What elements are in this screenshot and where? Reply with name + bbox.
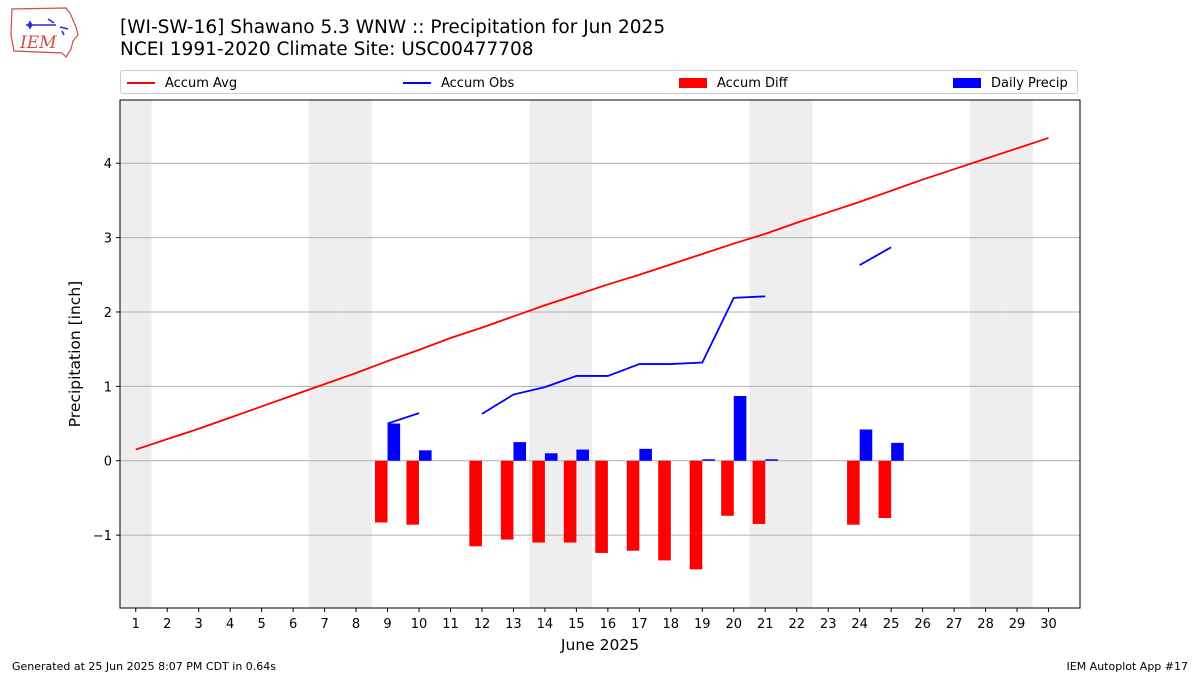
accum-diff-bar (878, 460, 892, 519)
weekend-shade (780, 100, 813, 608)
x-tick-label: 23 (820, 617, 837, 632)
x-tick-label: 12 (474, 617, 491, 632)
chart-legend: Accum Avg Accum Obs Accum Diff Daily Pre… (120, 70, 1078, 94)
daily-precip-bar (765, 459, 778, 461)
daily-precip-bar (733, 396, 747, 461)
x-tick-label: 20 (725, 617, 742, 632)
accum-avg-line (135, 137, 1049, 451)
x-tick-label: 17 (631, 617, 648, 632)
legend-item-daily-precip: Daily Precip (953, 73, 1068, 93)
legend-item-accum-diff: Accum Diff (679, 73, 788, 93)
y-tick-label: 3 (104, 232, 112, 247)
accum-diff-bar (406, 460, 420, 525)
legend-item-accum-obs: Accum Obs (403, 73, 514, 93)
x-tick-label: 16 (600, 617, 617, 632)
accum-diff-bar (595, 460, 608, 553)
generated-note: Generated at 25 Jun 2025 8:07 PM CDT in … (12, 660, 277, 673)
x-tick-label: 21 (757, 617, 774, 632)
accum-diff-bar (626, 460, 640, 551)
daily-precip-bar (891, 442, 904, 461)
legend-label-accum-diff: Accum Diff (717, 75, 788, 91)
x-tick-label: 15 (568, 617, 585, 632)
x-axis-label: June 2025 (560, 636, 639, 654)
y-axis-label: Precipitation [inch] (66, 281, 84, 427)
accum-diff-bar (500, 460, 514, 540)
daily-precip-bar (387, 423, 401, 461)
accum-diff-bar (721, 460, 734, 516)
daily-precip-bar (702, 459, 715, 461)
x-tick-label: 30 (1040, 617, 1057, 632)
y-tick-label: 0 (104, 455, 112, 470)
legend-swatch-accum-diff (679, 78, 707, 88)
y-tick-label: 1 (104, 380, 112, 395)
chart-subtitle: NCEI 1991-2020 Climate Site: USC00477708 (120, 39, 534, 60)
accum-obs-line (859, 246, 892, 266)
x-tick-label: 24 (851, 617, 868, 632)
x-tick-label: 22 (788, 617, 805, 632)
accum-diff-bar (847, 460, 860, 525)
x-tick-label: 10 (411, 617, 428, 632)
x-tick-label: 2 (163, 617, 171, 632)
accum-obs-line (481, 295, 766, 415)
x-tick-label: 25 (883, 617, 900, 632)
x-tick-label: 5 (257, 617, 265, 632)
y-tick-label: 2 (104, 306, 112, 321)
accum-obs-line (387, 412, 420, 425)
legend-label-accum-avg: Accum Avg (165, 75, 238, 91)
x-tick-label: 13 (505, 617, 522, 632)
plot-frame (119, 99, 1081, 609)
x-tick-label: 1 (132, 617, 140, 632)
weekend-shade (969, 100, 1002, 608)
legend-swatch-daily-precip (953, 78, 981, 88)
weekend-shade (340, 100, 372, 608)
legend-swatch-accum-obs (403, 82, 431, 84)
legend-label-daily-precip: Daily Precip (991, 75, 1068, 91)
chart-title: [WI-SW-16] Shawano 5.3 WNW :: Precipitat… (120, 17, 666, 38)
x-tick-label: 11 (442, 617, 459, 632)
accum-diff-bar (752, 460, 766, 524)
y-tick-label: −1 (93, 529, 112, 544)
legend-label-accum-obs: Accum Obs (441, 75, 515, 91)
x-tick-label: 18 (663, 617, 680, 632)
accum-diff-bar (689, 460, 703, 570)
accum-diff-bar (658, 460, 671, 561)
x-tick-label: 9 (383, 617, 391, 632)
x-tick-label: 7 (320, 617, 328, 632)
daily-precip-bar (639, 448, 652, 461)
x-tick-label: 29 (1009, 617, 1026, 632)
weekend-shade (1001, 100, 1033, 608)
x-tick-label: 26 (914, 617, 931, 632)
accum-diff-bar (532, 460, 545, 543)
x-tick-label: 28 (977, 617, 994, 632)
accum-diff-bar (469, 460, 482, 547)
y-tick-label: 4 (104, 157, 112, 172)
accum-diff-bar (374, 460, 388, 523)
daily-precip-bar (576, 449, 589, 461)
iem-logo: IEM (10, 7, 79, 58)
legend-item-accum-avg: Accum Avg (127, 73, 237, 93)
daily-precip-bar (513, 442, 527, 461)
app-note: IEM Autoplot App #17 (1066, 660, 1189, 673)
accum-diff-bar (563, 460, 577, 543)
weekend-shade (308, 100, 341, 608)
x-tick-label: 3 (195, 617, 203, 632)
daily-precip-bar (419, 450, 432, 461)
logo-text: IEM (19, 33, 57, 53)
weekend-shade (749, 100, 781, 608)
legend-swatch-accum-avg (127, 82, 155, 84)
weekend-shade (120, 100, 152, 608)
x-tick-label: 4 (226, 617, 234, 632)
x-tick-label: 6 (289, 617, 297, 632)
x-tick-label: 8 (352, 617, 360, 632)
x-tick-label: 27 (946, 617, 963, 632)
daily-precip-bar (859, 429, 873, 461)
x-tick-label: 19 (694, 617, 711, 632)
x-tick-label: 14 (537, 617, 554, 632)
daily-precip-bar (544, 453, 558, 461)
